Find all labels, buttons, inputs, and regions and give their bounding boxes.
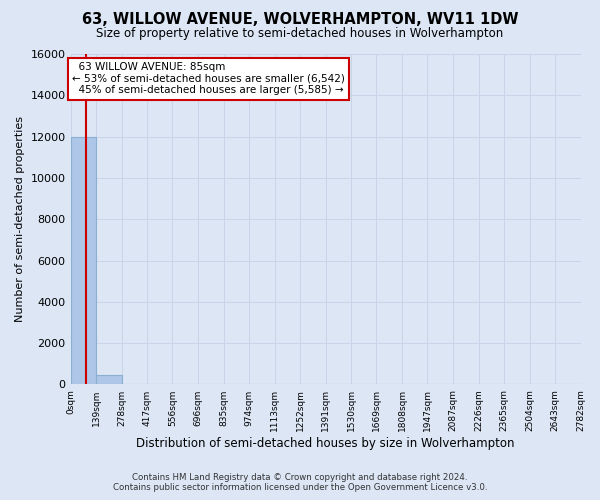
- Text: 63 WILLOW AVENUE: 85sqm
← 53% of semi-detached houses are smaller (6,542)
  45% : 63 WILLOW AVENUE: 85sqm ← 53% of semi-de…: [73, 62, 345, 96]
- Text: Contains HM Land Registry data © Crown copyright and database right 2024.
Contai: Contains HM Land Registry data © Crown c…: [113, 473, 487, 492]
- Y-axis label: Number of semi-detached properties: Number of semi-detached properties: [15, 116, 25, 322]
- Bar: [71, 136, 96, 384]
- Bar: [96, 375, 122, 384]
- X-axis label: Distribution of semi-detached houses by size in Wolverhampton: Distribution of semi-detached houses by …: [136, 437, 515, 450]
- Text: Size of property relative to semi-detached houses in Wolverhampton: Size of property relative to semi-detach…: [97, 28, 503, 40]
- Text: 63, WILLOW AVENUE, WOLVERHAMPTON, WV11 1DW: 63, WILLOW AVENUE, WOLVERHAMPTON, WV11 1…: [82, 12, 518, 28]
